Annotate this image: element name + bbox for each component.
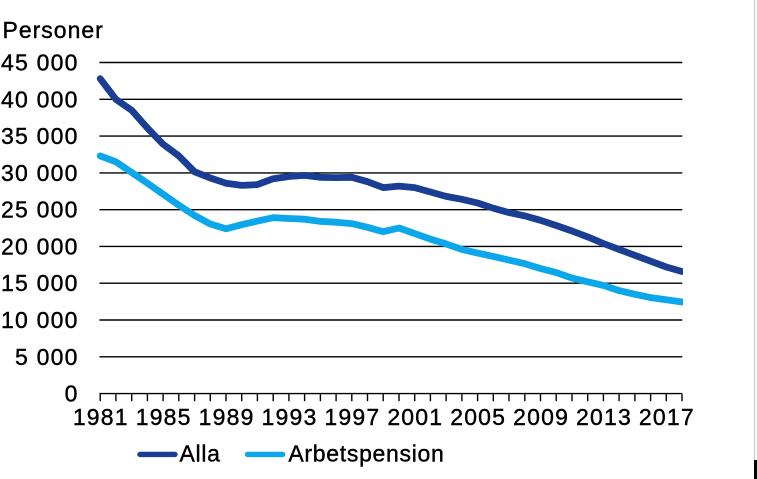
svg-text:2001: 2001 <box>387 404 443 430</box>
svg-text:15 000: 15 000 <box>1 270 79 296</box>
svg-text:45 000: 45 000 <box>1 50 79 76</box>
svg-text:Alla: Alla <box>180 441 221 467</box>
svg-text:40 000: 40 000 <box>1 86 79 112</box>
svg-text:1993: 1993 <box>262 404 318 430</box>
svg-text:2005: 2005 <box>450 404 506 430</box>
svg-text:10 000: 10 000 <box>1 307 79 333</box>
svg-text:2013: 2013 <box>576 404 632 430</box>
svg-text:1997: 1997 <box>324 404 380 430</box>
svg-text:35 000: 35 000 <box>1 123 79 149</box>
svg-text:2017: 2017 <box>639 404 695 430</box>
svg-text:1981: 1981 <box>73 404 129 430</box>
svg-text:25 000: 25 000 <box>1 197 79 223</box>
svg-text:2009: 2009 <box>513 404 569 430</box>
svg-text:30 000: 30 000 <box>1 160 79 186</box>
svg-text:1989: 1989 <box>199 404 255 430</box>
svg-text:1985: 1985 <box>136 404 192 430</box>
svg-text:0: 0 <box>65 381 79 407</box>
svg-text:Arbetspension: Arbetspension <box>288 441 444 467</box>
svg-text:5 000: 5 000 <box>15 344 79 370</box>
svg-text:20 000: 20 000 <box>1 233 79 259</box>
svg-text:Personer: Personer <box>3 17 104 43</box>
